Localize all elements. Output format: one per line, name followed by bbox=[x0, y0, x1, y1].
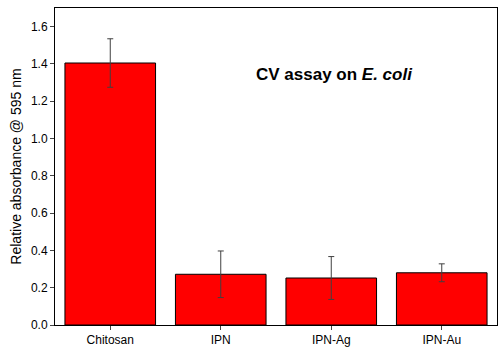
svg-text:0.4: 0.4 bbox=[31, 244, 48, 258]
svg-text:1.4: 1.4 bbox=[31, 57, 48, 71]
svg-text:IPN-Au: IPN-Au bbox=[422, 333, 461, 347]
svg-text:Chitosan: Chitosan bbox=[87, 333, 134, 347]
svg-text:0.0: 0.0 bbox=[31, 318, 48, 332]
svg-text:1.0: 1.0 bbox=[31, 132, 48, 146]
svg-text:0.6: 0.6 bbox=[31, 206, 48, 220]
svg-text:Relative absorbance @ 595 nm: Relative absorbance @ 595 nm bbox=[8, 68, 24, 264]
svg-text:0.2: 0.2 bbox=[31, 281, 48, 295]
svg-text:CV assay on E. coli: CV assay on E. coli bbox=[256, 65, 413, 84]
svg-text:0.8: 0.8 bbox=[31, 169, 48, 183]
svg-text:1.6: 1.6 bbox=[31, 20, 48, 34]
svg-text:IPN: IPN bbox=[211, 333, 231, 347]
svg-text:1.2: 1.2 bbox=[31, 94, 48, 108]
svg-text:IPN-Ag: IPN-Ag bbox=[312, 333, 351, 347]
